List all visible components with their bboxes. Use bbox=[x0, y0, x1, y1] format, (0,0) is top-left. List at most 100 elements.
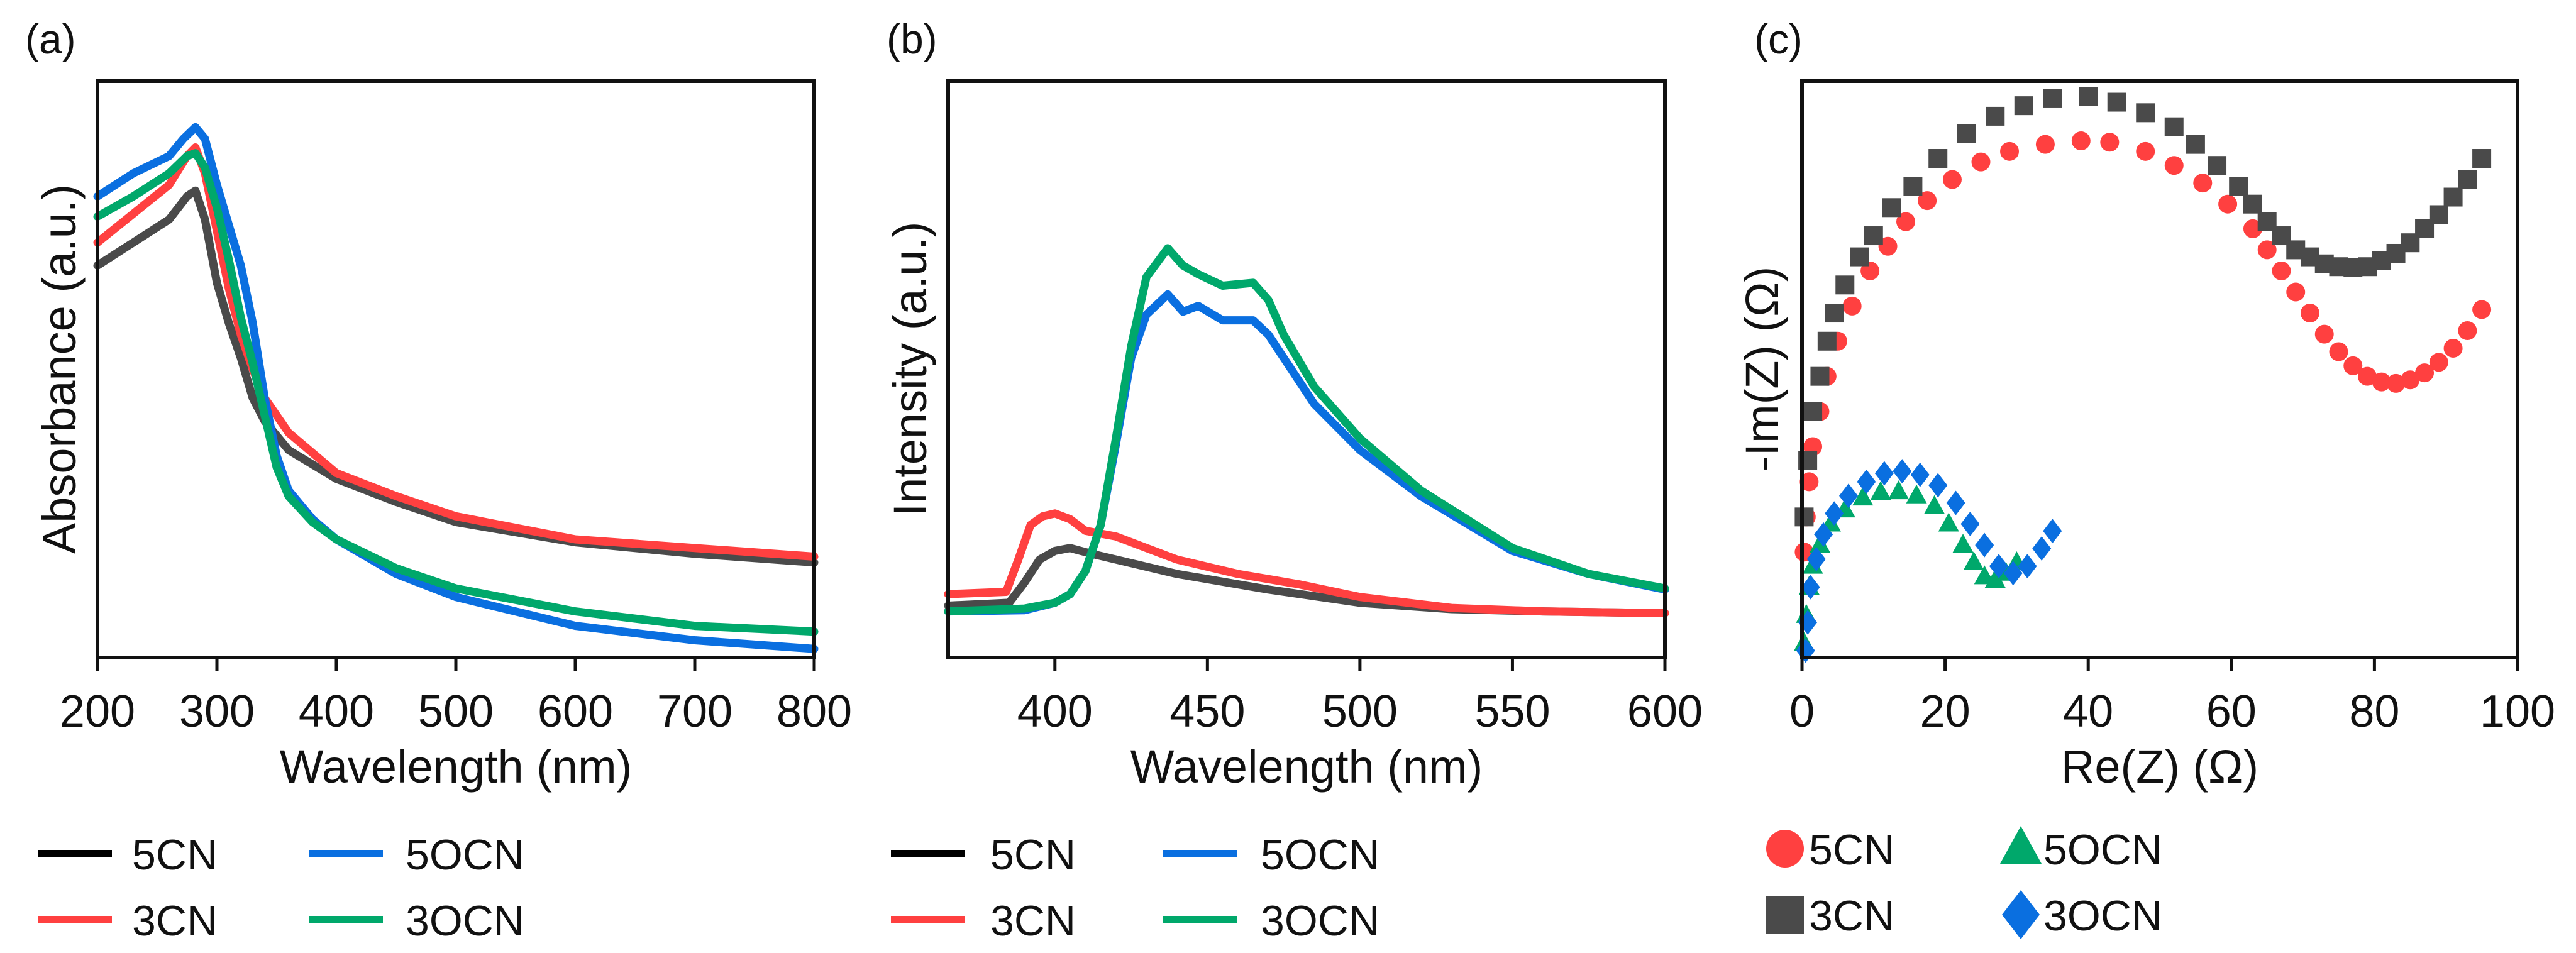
data-point-5CN bbox=[2193, 174, 2213, 193]
data-point-5CN bbox=[1842, 296, 1862, 316]
data-point-5CN bbox=[1799, 472, 1819, 492]
x-axis-label-b: Wavelength (nm) bbox=[1130, 741, 1483, 793]
data-point-5CN bbox=[2286, 282, 2306, 302]
data-point-5CN bbox=[2100, 133, 2120, 152]
legend-item-3CN: 3CN bbox=[1766, 892, 1894, 940]
data-point-3CN bbox=[1864, 226, 1883, 246]
x-tick-label: 600 bbox=[538, 686, 613, 737]
legend-label: 5OCN bbox=[406, 831, 524, 879]
data-point-5OCN bbox=[1888, 480, 1910, 500]
legend-marker-diamond bbox=[2002, 890, 2040, 939]
data-point-5CN bbox=[2472, 300, 2492, 319]
data-point-3CN bbox=[1794, 507, 1814, 527]
x-axis-label-a: Wavelength (nm) bbox=[280, 741, 633, 793]
legend-marker-circle bbox=[1766, 830, 1804, 868]
x-tick-label: 40 bbox=[2063, 686, 2113, 737]
data-point-3CN bbox=[2186, 135, 2205, 154]
legend-label: 5OCN bbox=[1261, 831, 1379, 879]
data-point-5OCN bbox=[1952, 534, 1974, 553]
data-point-5CN bbox=[2415, 363, 2435, 383]
data-point-5CN bbox=[2136, 141, 2155, 161]
data-point-3OCN bbox=[1874, 461, 1894, 486]
data-point-5OCN bbox=[1924, 495, 1945, 514]
data-point-5CN bbox=[2300, 304, 2319, 323]
legend-label: 3CN bbox=[132, 897, 218, 945]
legend-item-3OCN: 3OCN bbox=[2002, 890, 2162, 940]
data-point-3CN bbox=[1835, 275, 1855, 295]
legend-item-5CN: 5CN bbox=[891, 831, 1076, 879]
data-point-3CN bbox=[1986, 106, 2005, 126]
data-point-5CN bbox=[2329, 342, 2348, 361]
panel-label-b: (b) bbox=[887, 16, 937, 62]
data-point-5CN bbox=[2458, 321, 2477, 340]
data-point-3OCN bbox=[1857, 469, 1876, 494]
series-line-3OCN bbox=[944, 244, 1669, 616]
x-tick-label: 500 bbox=[418, 686, 494, 737]
data-point-3OCN bbox=[1801, 575, 1820, 600]
data-point-3CN bbox=[2243, 194, 2262, 214]
x-tick-label: 20 bbox=[1920, 686, 1971, 737]
legend-item-5OCN: 5OCN bbox=[309, 831, 524, 879]
plot-frame-b bbox=[946, 79, 1667, 659]
data-point-5CN bbox=[2401, 370, 2420, 390]
legend-label: 5CN bbox=[1809, 826, 1894, 874]
data-point-5OCN bbox=[1852, 487, 1874, 506]
data-point-5CN bbox=[2314, 324, 2334, 344]
series-line-3OCN bbox=[93, 149, 819, 636]
legend-item-5OCN: 5OCN bbox=[2000, 826, 2162, 874]
data-point-5CN bbox=[2443, 338, 2463, 358]
legend-item-5CN: 5CN bbox=[1766, 826, 1894, 874]
legend-label: 3CN bbox=[1809, 892, 1894, 940]
plot-frame-c bbox=[1800, 79, 2519, 659]
legend-item-5OCN: 5OCN bbox=[1163, 831, 1379, 879]
legend-item-3OCN: 3OCN bbox=[309, 897, 524, 945]
legend-label: 3OCN bbox=[1261, 897, 1379, 945]
data-point-5CN bbox=[1971, 152, 1991, 172]
data-point-3CN bbox=[2208, 156, 2227, 175]
data-point-3CN bbox=[1850, 247, 1869, 267]
data-point-5CN bbox=[1918, 191, 1937, 211]
panel-label-a: (a) bbox=[25, 16, 76, 62]
data-point-3CN bbox=[2164, 117, 2184, 136]
data-point-3CN bbox=[2136, 103, 2155, 123]
data-point-5OCN bbox=[1870, 481, 1891, 500]
data-point-3OCN bbox=[1838, 483, 1858, 509]
x-tick-label: 500 bbox=[1322, 686, 1398, 737]
data-point-3OCN bbox=[1946, 490, 1965, 515]
data-point-3CN bbox=[1903, 177, 1923, 196]
data-point-3OCN bbox=[1989, 554, 2008, 579]
data-point-5CN bbox=[1942, 170, 1962, 189]
data-point-3OCN bbox=[1975, 532, 1994, 558]
x-tick-label: 300 bbox=[179, 686, 255, 737]
x-tick-label: 80 bbox=[2349, 686, 2399, 737]
data-point-5CN bbox=[1878, 236, 1898, 256]
x-tick-label: 0 bbox=[1789, 686, 1815, 737]
data-point-5OCN bbox=[1809, 534, 1830, 553]
data-point-3CN bbox=[2458, 170, 2477, 189]
data-point-3CN bbox=[1810, 366, 1830, 386]
data-point-5CN bbox=[2358, 366, 2377, 386]
data-point-5CN bbox=[2164, 156, 2184, 175]
data-point-5CN bbox=[2429, 353, 2448, 372]
legend-label: 3OCN bbox=[406, 897, 524, 945]
x-tick-label: 100 bbox=[2480, 686, 2555, 737]
legend-label: 3OCN bbox=[2043, 892, 2162, 940]
x-tick-label: 450 bbox=[1169, 686, 1245, 737]
data-point-5CN bbox=[2257, 240, 2277, 260]
data-point-3OCN bbox=[1825, 501, 1844, 526]
data-point-5CN bbox=[2000, 141, 2020, 161]
data-point-5CN bbox=[2071, 131, 2091, 151]
x-axis-label-c: Re(Z) (Ω) bbox=[2061, 741, 2258, 793]
data-point-3CN bbox=[1957, 124, 1976, 143]
x-tick-label: 700 bbox=[657, 686, 732, 737]
data-point-3CN bbox=[2429, 205, 2448, 224]
data-point-5CN bbox=[2243, 219, 2262, 238]
legend-marker-triangle bbox=[2000, 826, 2042, 864]
data-point-5OCN bbox=[1938, 512, 1959, 532]
x-tick-label: 550 bbox=[1474, 686, 1550, 737]
x-tick-label: 800 bbox=[777, 686, 852, 737]
data-point-3CN bbox=[2229, 177, 2248, 196]
y-axis-label-c: -Im(Z) (Ω) bbox=[1736, 267, 1788, 472]
data-point-3OCN bbox=[1960, 512, 1980, 537]
